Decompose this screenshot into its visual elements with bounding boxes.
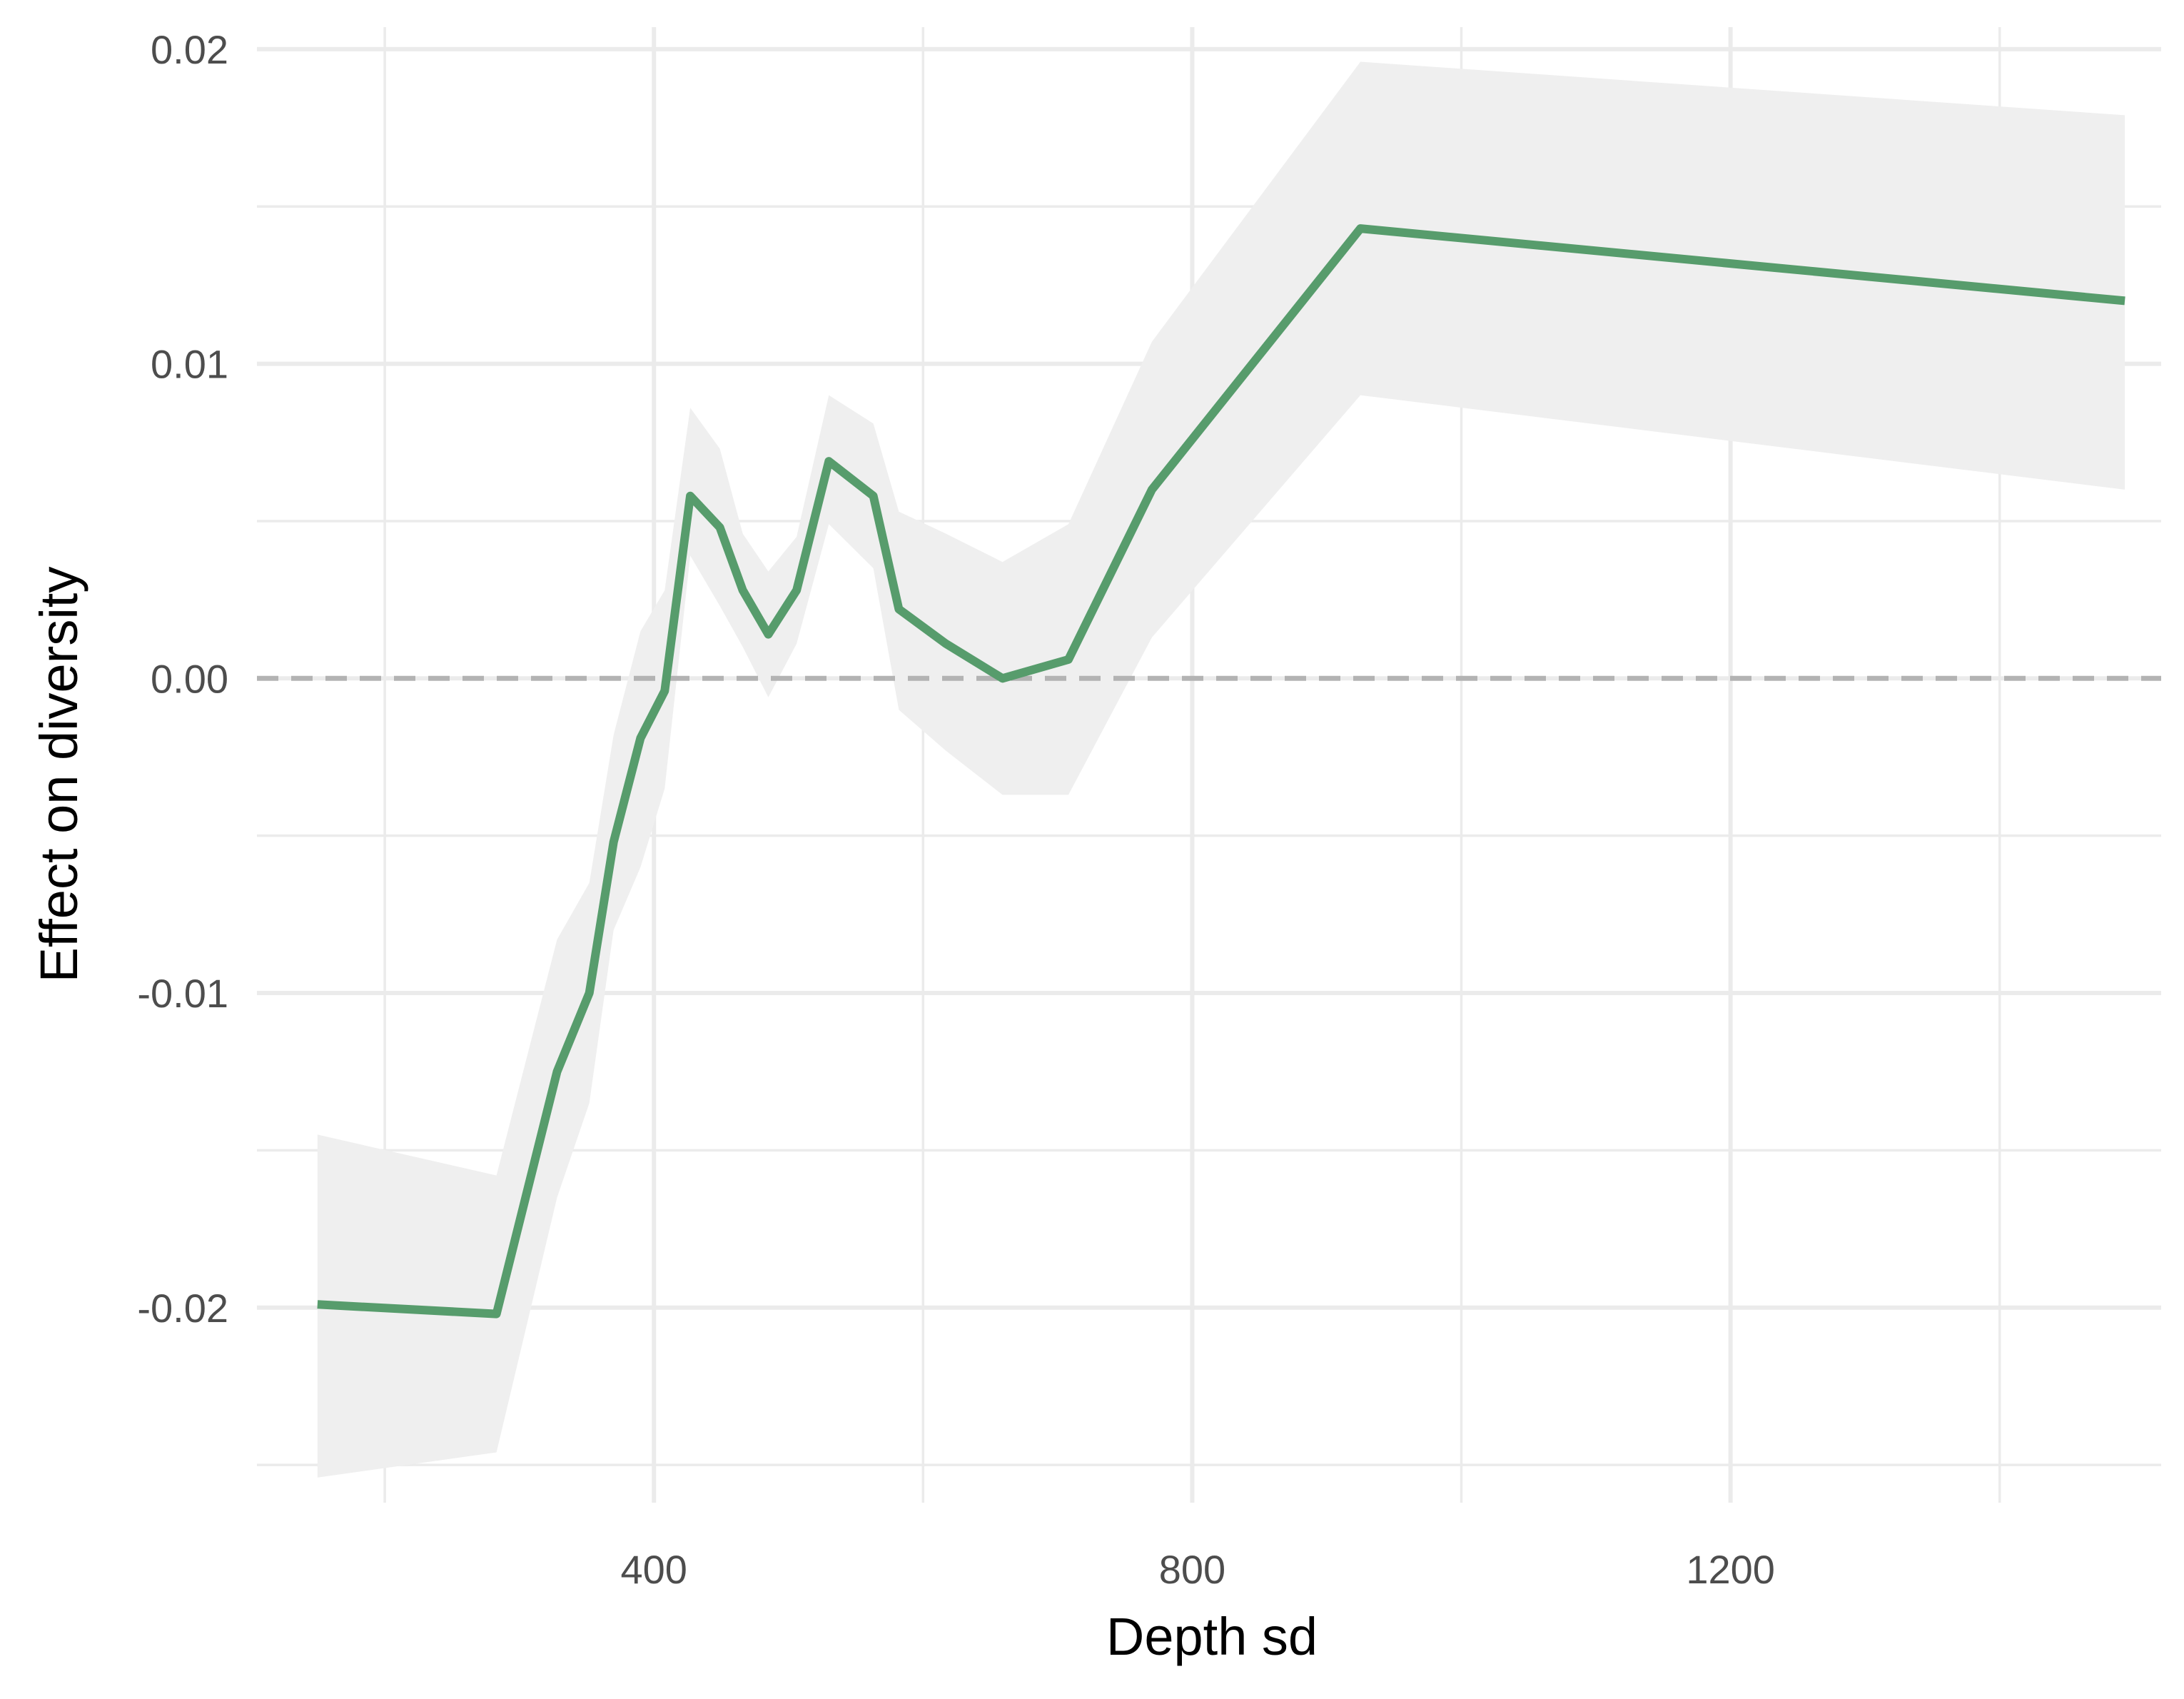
- y-axis-title: Effect on diversity: [29, 567, 89, 983]
- y-tick-labels: -0.02 -0.01 0.00 0.01 0.02: [137, 27, 228, 1331]
- y-tick-label: 0.01: [151, 342, 228, 387]
- x-axis-title: Depth sd: [1106, 1607, 1318, 1666]
- confidence-ribbon-layer: [317, 61, 2125, 1478]
- x-tick-label: 400: [621, 1547, 687, 1592]
- y-tick-label: -0.01: [137, 971, 228, 1016]
- x-tick-label: 800: [1159, 1547, 1225, 1592]
- y-tick-label: 0.00: [151, 656, 228, 701]
- x-tick-labels: 400 800 1200: [621, 1547, 1775, 1592]
- y-tick-label: -0.02: [137, 1286, 228, 1331]
- confidence-ribbon: [317, 61, 2125, 1478]
- y-tick-label: 0.02: [151, 27, 228, 72]
- series-line: [317, 224, 2125, 1319]
- x-tick-label: 1200: [1686, 1547, 1775, 1592]
- series-line-layer: [317, 224, 2125, 1319]
